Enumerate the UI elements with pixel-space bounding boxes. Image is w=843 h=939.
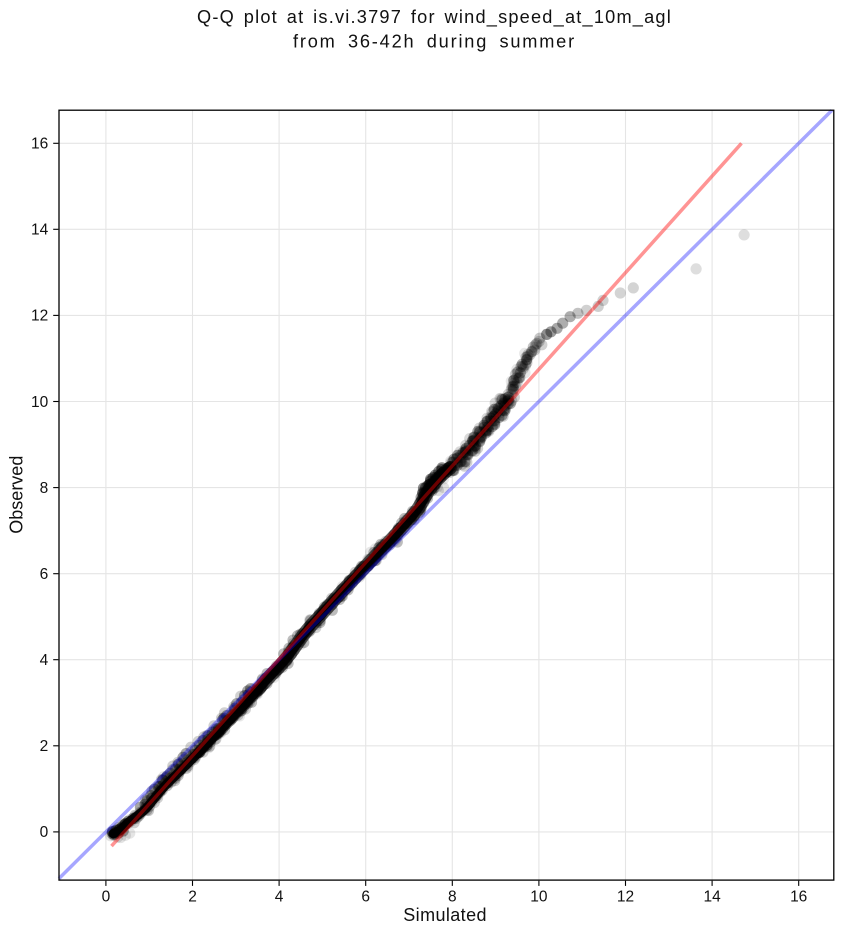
svg-text:Simulated: Simulated <box>403 905 487 925</box>
svg-text:2: 2 <box>188 888 197 905</box>
svg-text:Observed: Observed <box>6 456 26 534</box>
svg-text:14: 14 <box>31 222 49 239</box>
svg-text:4: 4 <box>275 888 284 905</box>
svg-text:from 36-42h during summer: from 36-42h during summer <box>293 32 576 52</box>
svg-text:12: 12 <box>31 308 48 325</box>
svg-text:4: 4 <box>40 652 49 669</box>
svg-text:0: 0 <box>40 824 49 841</box>
svg-text:8: 8 <box>448 888 457 905</box>
svg-text:12: 12 <box>617 888 634 905</box>
svg-text:6: 6 <box>40 566 49 583</box>
svg-text:8: 8 <box>40 480 49 497</box>
svg-text:14: 14 <box>703 888 721 905</box>
svg-text:16: 16 <box>790 888 807 905</box>
svg-text:10: 10 <box>31 394 49 411</box>
svg-text:0: 0 <box>102 888 111 905</box>
svg-text:16: 16 <box>31 136 48 153</box>
svg-text:10: 10 <box>530 888 548 905</box>
svg-text:Q-Q plot at is.vi.3797 for win: Q-Q plot at is.vi.3797 for wind_speed_at… <box>197 7 672 28</box>
svg-text:2: 2 <box>40 738 49 755</box>
svg-text:6: 6 <box>361 888 370 905</box>
